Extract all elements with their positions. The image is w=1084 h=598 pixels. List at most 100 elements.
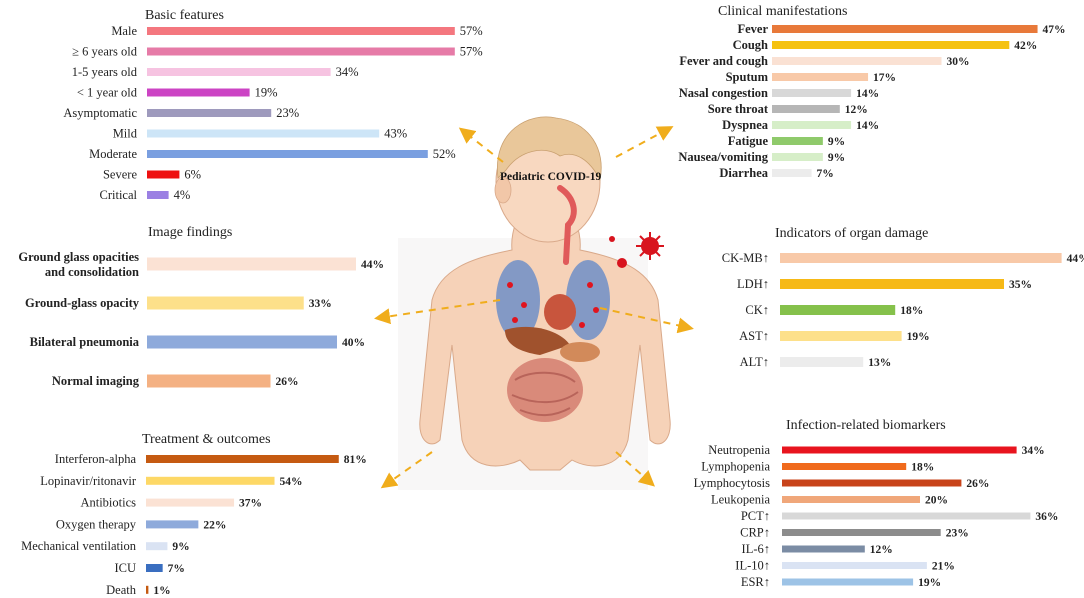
category-label: Fatigue: [728, 134, 769, 148]
bar: [782, 562, 927, 569]
value-label: 81%: [344, 454, 367, 466]
arrow-to-clinical-manifestations: [615, 126, 674, 158]
value-label: 26%: [276, 376, 299, 388]
bar: [146, 498, 235, 507]
bar: [780, 331, 902, 341]
panel-title: Indicators of organ damage: [775, 226, 928, 241]
bar: [772, 121, 852, 129]
category-label: CK↑: [745, 303, 769, 317]
bar: [147, 170, 180, 179]
value-label: 12%: [845, 104, 868, 116]
basic-features-panel: Basic features Male 57% ≥ 6 years old 57% 1-5…: [63, 8, 482, 202]
category-label: Sputum: [726, 70, 769, 84]
bar: [772, 169, 812, 177]
value-label: 13%: [868, 357, 891, 369]
value-label: 26%: [966, 478, 989, 490]
category-label: CRP↑: [740, 526, 770, 540]
bar: [782, 578, 914, 586]
bar: [147, 296, 304, 310]
category-label: ≥ 6 years old: [72, 45, 138, 59]
category-label: Mild: [113, 127, 138, 141]
bar: [146, 476, 275, 485]
value-label: 19%: [907, 331, 930, 343]
value-label: 36%: [1035, 511, 1058, 523]
value-label: 57%: [460, 45, 483, 59]
bar: [772, 25, 1038, 33]
category-label: Ground-glass opacity: [25, 296, 140, 310]
value-label: 34%: [1022, 445, 1045, 457]
category-label: IL-6↑: [742, 542, 770, 556]
value-label: 7%: [168, 563, 185, 575]
category-label: LDH↑: [737, 277, 769, 291]
bar: [147, 191, 169, 199]
value-label: 43%: [384, 127, 407, 141]
category-label: Dyspnea: [722, 118, 769, 132]
category-label: ICU: [114, 561, 136, 575]
category-label: Asymptomatic: [63, 106, 137, 120]
category-label: PCT↑: [741, 509, 770, 523]
bar: [772, 105, 840, 113]
category-label: Fever and cough: [679, 54, 768, 68]
value-label: 7%: [817, 168, 834, 180]
bar: [147, 109, 272, 117]
bar: [772, 41, 1010, 49]
bar: [147, 335, 337, 349]
bar: [782, 529, 941, 536]
category-label: Severe: [103, 168, 137, 182]
bar: [780, 279, 1004, 289]
bar: [780, 357, 864, 367]
value-label: 44%: [361, 259, 384, 271]
value-label: 23%: [946, 528, 969, 540]
child-anatomy-illustration: [398, 116, 671, 490]
value-label: 57%: [460, 24, 483, 38]
bar: [147, 129, 380, 138]
bar: [146, 564, 163, 572]
value-label: 1%: [153, 585, 170, 597]
bar: [147, 150, 428, 158]
bar: [147, 257, 356, 271]
value-label: 9%: [172, 541, 189, 553]
bar: [146, 520, 199, 529]
panel-title: Infection-related biomarkers: [786, 418, 946, 433]
bar: [780, 305, 896, 315]
value-label: 18%: [900, 305, 923, 317]
category-label: Fever: [737, 22, 768, 36]
value-label: 18%: [911, 462, 934, 474]
bar: [146, 585, 149, 594]
bar: [146, 542, 168, 551]
bar: [782, 463, 907, 470]
category-label: Critical: [100, 188, 138, 202]
bar: [780, 253, 1062, 263]
treatment-outcomes-panel: Treatment & outcomes Interferon-alpha 81% L…: [21, 432, 367, 597]
bar: [782, 496, 920, 503]
category-label: Neutropenia: [708, 443, 770, 457]
value-label: 19%: [918, 577, 941, 589]
bar: [147, 88, 250, 97]
category-label: ALT↑: [740, 355, 769, 369]
value-label: 21%: [932, 561, 955, 573]
value-label: 30%: [947, 56, 970, 68]
category-label: CK-MB↑: [722, 251, 769, 265]
arrow-to-infection-biomarkers: [615, 451, 655, 487]
value-label: 23%: [276, 106, 299, 120]
category-label: Interferon-alpha: [55, 452, 137, 466]
value-label: 4%: [174, 188, 191, 202]
panel-title: Clinical manifestations: [718, 4, 847, 19]
value-label: 35%: [1009, 279, 1032, 291]
category-label: Cough: [733, 38, 768, 52]
category-label: Normal imaging: [52, 374, 140, 388]
bar: [782, 512, 1031, 520]
category-label: Bilateral pneumonia: [30, 335, 140, 349]
panel-title: Treatment & outcomes: [142, 432, 271, 447]
bar: [772, 73, 869, 81]
category-label: Male: [111, 24, 137, 38]
value-label: 20%: [925, 495, 948, 507]
bar: [782, 545, 865, 553]
category-label: 1-5 years old: [72, 65, 138, 79]
value-label: 12%: [870, 544, 893, 556]
value-label: 19%: [255, 86, 278, 100]
value-label: 14%: [856, 120, 879, 132]
value-label: 14%: [856, 88, 879, 100]
category-label: Lymphopenia: [701, 460, 770, 474]
